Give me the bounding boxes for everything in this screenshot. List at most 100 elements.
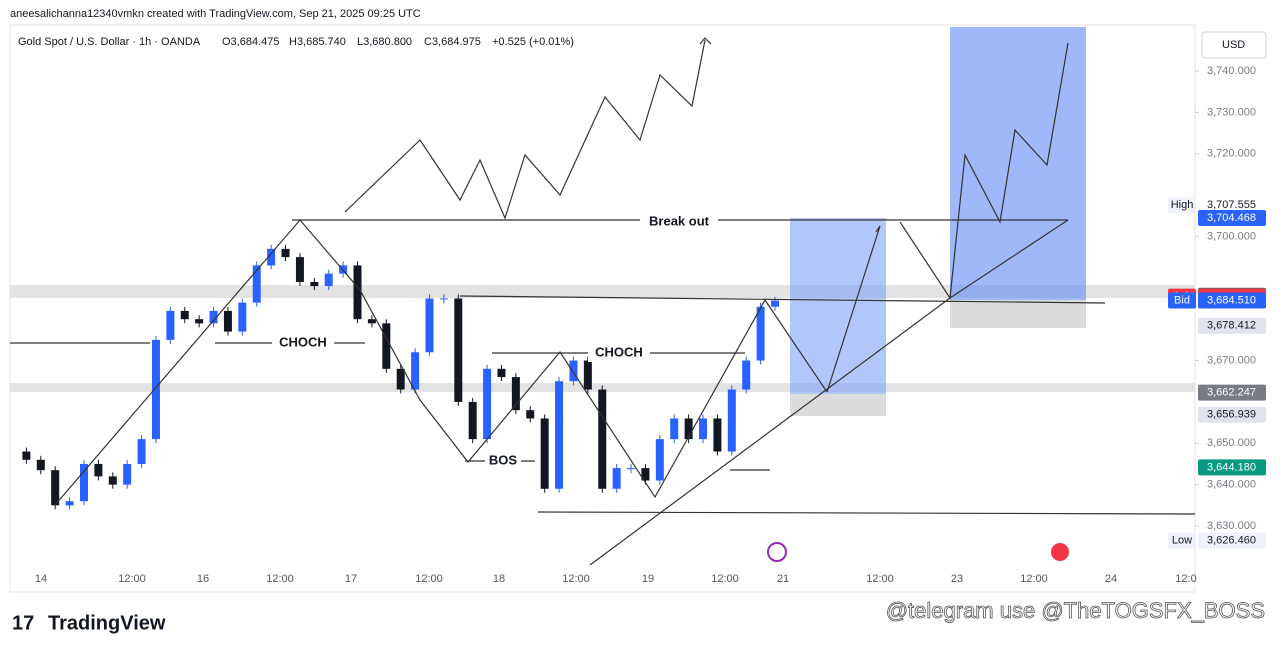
candle xyxy=(195,319,204,324)
time-axis: 14 12:00 16 12:00 17 12:00 18 12:00 19 12:00 21 12:… xyxy=(35,573,1197,585)
x-tick-label: 24 xyxy=(1105,573,1117,585)
candle xyxy=(238,302,247,332)
candle xyxy=(108,476,117,485)
price-badge xyxy=(1198,384,1266,401)
y-tick-label: 3,670.000 xyxy=(1207,354,1256,366)
y-tick-label: 3,700.000 xyxy=(1207,230,1256,242)
ohlc-close: C3,684.975 xyxy=(424,36,481,48)
x-tick-label: 12:00 xyxy=(1020,573,1048,585)
chart-frame xyxy=(9,24,1196,593)
candle xyxy=(684,418,693,440)
y-tick-label: 3,630.000 xyxy=(1207,520,1256,532)
breakout-label: Break out xyxy=(649,213,710,228)
x-tick-label: 12:00 xyxy=(118,573,146,585)
candle xyxy=(123,463,132,485)
candle xyxy=(439,298,448,300)
candle xyxy=(699,418,708,440)
candle xyxy=(22,451,31,460)
candle xyxy=(454,298,463,402)
candle xyxy=(36,459,45,471)
projection xyxy=(764,299,828,393)
drawings: Break out CHOCH CHOCH BOS xyxy=(10,37,1196,566)
candle xyxy=(324,273,333,287)
ohlc-open: O3,684.475 xyxy=(222,36,280,48)
candle xyxy=(65,501,74,506)
candle xyxy=(742,360,751,390)
projection xyxy=(826,225,881,393)
x-tick-label: 12:0 xyxy=(1175,573,1196,585)
candle xyxy=(223,310,232,332)
x-tick-label: 23 xyxy=(951,573,963,585)
candle xyxy=(166,310,175,340)
y-tick-label: 3,740.000 xyxy=(1207,65,1256,77)
ohlc-change: +0.525 (+0.01%) xyxy=(492,36,574,48)
structure-zigzag xyxy=(54,219,766,506)
ohlc-high: H3,685.740 xyxy=(289,36,346,48)
price-badge xyxy=(1198,292,1266,309)
candle xyxy=(483,368,492,440)
candle xyxy=(555,381,564,489)
event-icon[interactable] xyxy=(767,542,787,562)
x-tick-label: 12:00 xyxy=(266,573,294,585)
stop-box xyxy=(790,394,886,416)
credit: aneesalichanna12340vmkn created with Tra… xyxy=(10,8,421,20)
price-badge xyxy=(1198,317,1266,334)
x-tick-label: 14 xyxy=(35,573,47,585)
badge-tag xyxy=(1168,197,1196,214)
bos-label: BOS xyxy=(489,452,518,467)
x-tick-label: 17 xyxy=(345,573,357,585)
candle xyxy=(295,257,304,282)
target-box xyxy=(950,27,1086,300)
price-badge xyxy=(1198,209,1266,226)
candle xyxy=(511,377,520,411)
zone-band xyxy=(10,285,1195,298)
price-badge xyxy=(1198,532,1266,549)
candle xyxy=(627,468,636,470)
candle xyxy=(569,360,578,382)
candle xyxy=(670,418,679,440)
trendline xyxy=(589,297,951,566)
candle xyxy=(641,468,650,481)
price-badge xyxy=(1198,459,1266,476)
x-tick-label: 12:00 xyxy=(711,573,739,585)
candle xyxy=(655,439,664,481)
x-tick-label: 16 xyxy=(197,573,209,585)
candle xyxy=(151,339,160,440)
symbol: Gold Spot / U.S. Dollar · 1h · OANDA xyxy=(18,36,201,48)
brand-logo: 17 xyxy=(12,612,34,634)
badge-tag xyxy=(1168,292,1196,309)
x-tick-label: 12:00 xyxy=(866,573,894,585)
candle xyxy=(367,319,376,324)
brand: TradingView xyxy=(48,612,166,634)
candle xyxy=(598,389,607,489)
candle xyxy=(51,470,60,506)
event-icon[interactable] xyxy=(1051,543,1069,561)
price-badge-label: 3,626.460 xyxy=(1207,535,1256,547)
y-tick-label: 3,730.000 xyxy=(1207,106,1256,118)
candle xyxy=(396,368,405,390)
stop-box xyxy=(950,300,1086,328)
candle xyxy=(468,401,477,440)
candle xyxy=(382,323,391,369)
x-tick-label: 21 xyxy=(777,573,789,585)
label-bg xyxy=(485,452,521,470)
price-badge-label: 3,704.468 xyxy=(1207,212,1256,224)
price-badge xyxy=(1198,197,1266,214)
candles xyxy=(22,244,779,510)
watermark: @telegram use @TheTOGSFX_BOSS xyxy=(886,598,1265,623)
candle xyxy=(612,468,621,489)
badge-tag xyxy=(1168,532,1196,549)
target-box xyxy=(790,218,886,394)
candle xyxy=(583,360,592,390)
candle xyxy=(353,265,362,320)
price-badge-label: 3,662.247 xyxy=(1207,387,1256,399)
level-line xyxy=(459,295,1106,304)
candle xyxy=(713,418,722,452)
currency-button[interactable] xyxy=(1201,31,1267,59)
x-tick-label: 12:00 xyxy=(415,573,443,585)
candle xyxy=(137,439,146,464)
candle xyxy=(281,248,290,258)
x-tick-label: 19 xyxy=(642,573,654,585)
